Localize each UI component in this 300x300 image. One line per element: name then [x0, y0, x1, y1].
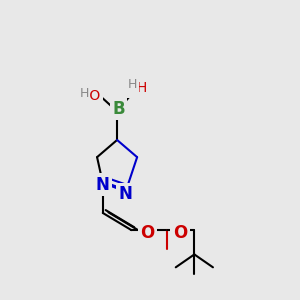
- Text: H: H: [80, 87, 89, 100]
- Text: O: O: [140, 224, 154, 242]
- Text: HO: HO: [79, 88, 100, 103]
- Text: B: B: [112, 100, 125, 118]
- Text: N: N: [96, 176, 110, 194]
- Text: H: H: [128, 78, 137, 91]
- Text: N: N: [119, 185, 133, 203]
- Text: OH: OH: [127, 82, 148, 95]
- Text: O: O: [173, 224, 187, 242]
